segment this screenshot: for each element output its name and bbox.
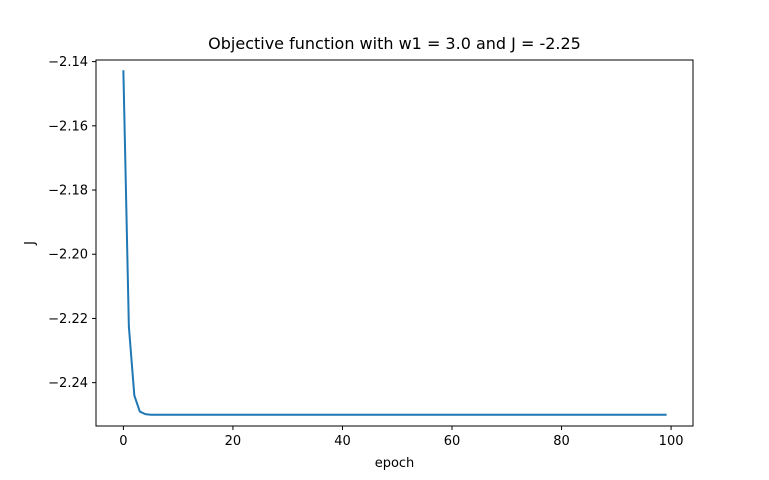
y-axis-ticks: −2.14 −2.16 −2.18 −2.20 −2.22 −2.24: [48, 55, 96, 391]
y-tick-label: −2.22: [48, 312, 88, 327]
y-axis-label: J: [23, 241, 38, 246]
series-line: [122, 70, 667, 416]
y-tick-label: −2.24: [48, 376, 88, 391]
y-tick-label: −2.14: [48, 55, 88, 70]
x-tick-label: 80: [553, 434, 570, 449]
chart-title: Objective function with w1 = 3.0 and J =…: [208, 34, 581, 53]
y-tick-label: −2.18: [48, 184, 88, 199]
x-tick-label: 40: [334, 434, 351, 449]
x-axis-label: epoch: [375, 456, 415, 471]
x-axis-ticks: 0 20 40 60 80 100: [119, 426, 684, 449]
x-tick-label: 100: [659, 434, 684, 449]
x-tick-label: 20: [225, 434, 242, 449]
plot-layer: [122, 70, 667, 416]
y-tick-label: −2.20: [48, 248, 88, 263]
axes-frame: [95, 59, 694, 427]
x-tick-label: 60: [444, 434, 461, 449]
y-tick-label: −2.16: [48, 119, 88, 134]
x-tick-label: 0: [119, 434, 127, 449]
